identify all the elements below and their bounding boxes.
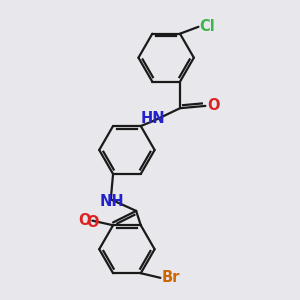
Text: Br: Br: [161, 270, 180, 285]
Text: O: O: [87, 215, 99, 230]
Text: Cl: Cl: [200, 19, 215, 34]
Text: O: O: [78, 213, 91, 228]
Text: NH: NH: [99, 194, 124, 209]
Text: HN: HN: [141, 111, 165, 126]
Text: O: O: [207, 98, 220, 113]
